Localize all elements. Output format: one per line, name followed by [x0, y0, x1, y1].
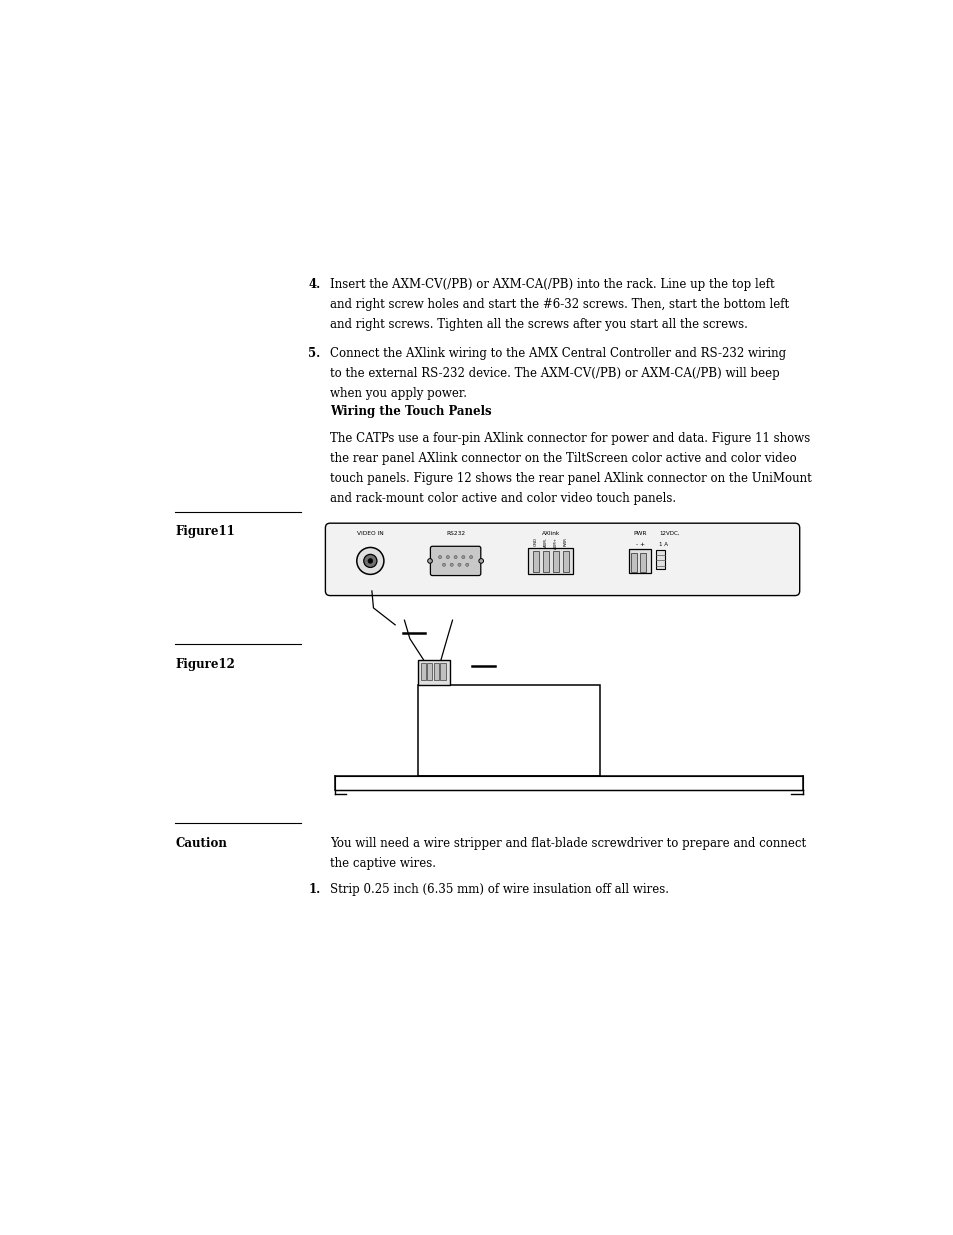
Text: AXlink: AXlink — [541, 531, 559, 536]
Bar — [417, 685, 599, 776]
FancyBboxPatch shape — [430, 546, 480, 576]
Text: You will need a wire stripper and flat-blade screwdriver to prepare and connect
: You will need a wire stripper and flat-b… — [330, 836, 805, 869]
Text: Figure11: Figure11 — [174, 526, 234, 538]
Circle shape — [454, 556, 456, 558]
Bar — [542, 551, 548, 573]
Text: 4.: 4. — [308, 278, 320, 290]
Text: PWR: PWR — [563, 537, 567, 546]
Text: - +: - + — [635, 542, 644, 547]
Bar — [528, 548, 573, 574]
Circle shape — [478, 558, 483, 563]
Text: AXM+: AXM+ — [554, 537, 558, 548]
FancyBboxPatch shape — [325, 524, 799, 595]
Bar — [639, 553, 645, 572]
Text: 1 A: 1 A — [659, 542, 668, 547]
Text: GND: GND — [534, 537, 537, 546]
Bar — [434, 663, 438, 680]
Circle shape — [356, 547, 383, 574]
Text: Strip 0.25 inch (6.35 mm) of wire insulation off all wires.: Strip 0.25 inch (6.35 mm) of wire insula… — [330, 883, 668, 895]
Bar — [427, 663, 432, 680]
Bar — [655, 550, 664, 568]
Text: Wiring the Touch Panels: Wiring the Touch Panels — [330, 405, 491, 417]
Bar — [532, 551, 538, 573]
Bar — [629, 548, 650, 573]
Text: Caution: Caution — [174, 836, 227, 850]
Text: AXM-: AXM- — [543, 537, 547, 547]
Circle shape — [457, 563, 460, 567]
Text: Figure12: Figure12 — [174, 658, 234, 671]
Text: 5.: 5. — [308, 347, 320, 359]
Text: Connect the AXlink wiring to the AMX Central Controller and RS-232 wiring
to the: Connect the AXlink wiring to the AMX Cen… — [330, 347, 785, 400]
Text: RS232: RS232 — [446, 531, 465, 536]
Circle shape — [461, 556, 464, 558]
Circle shape — [368, 558, 373, 563]
Circle shape — [450, 563, 453, 567]
Bar — [440, 663, 445, 680]
Circle shape — [438, 556, 441, 558]
Bar — [335, 776, 802, 789]
Circle shape — [442, 563, 445, 567]
Bar — [553, 551, 558, 573]
Circle shape — [363, 555, 376, 567]
Text: VIDEO IN: VIDEO IN — [356, 531, 383, 536]
Text: 1.: 1. — [308, 883, 320, 895]
Bar — [562, 551, 569, 573]
Text: The CATPs use a four-pin AXlink connector for power and data. Figure 11 shows
th: The CATPs use a four-pin AXlink connecto… — [330, 431, 811, 505]
Text: Insert the AXM-CV(/PB) or AXM-CA(/PB) into the rack. Line up the top left
and ri: Insert the AXM-CV(/PB) or AXM-CA(/PB) in… — [330, 278, 788, 331]
Text: 12VDC,: 12VDC, — [659, 531, 679, 536]
Circle shape — [465, 563, 468, 567]
Circle shape — [469, 556, 472, 558]
Bar — [420, 663, 425, 680]
Circle shape — [427, 558, 432, 563]
Bar — [630, 553, 637, 572]
Circle shape — [446, 556, 449, 558]
Text: PWR: PWR — [633, 531, 646, 536]
Bar — [417, 661, 450, 685]
